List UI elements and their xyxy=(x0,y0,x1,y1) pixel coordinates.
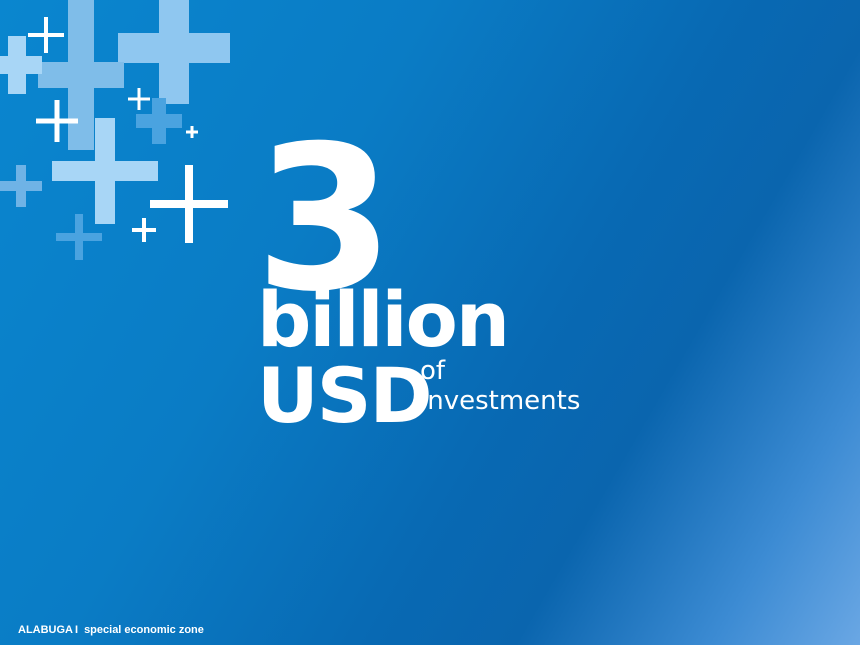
headline-qualifier-line1: of xyxy=(420,358,445,384)
headline-qualifier-line2: investments xyxy=(420,388,580,414)
plus-icon xyxy=(0,165,42,207)
plus-icon xyxy=(56,214,102,260)
footer-tagline: special economic zone xyxy=(84,624,204,636)
plus-icon xyxy=(186,126,198,138)
headline-currency: USD xyxy=(257,358,431,434)
plus-icon xyxy=(52,118,158,224)
footer-separator: I xyxy=(75,624,78,636)
plus-icon xyxy=(150,165,228,243)
plus-icon xyxy=(28,17,64,53)
plus-icon xyxy=(132,218,156,242)
footer-brand: ALABUGA xyxy=(18,624,73,636)
headline-unit: billion xyxy=(257,282,508,358)
